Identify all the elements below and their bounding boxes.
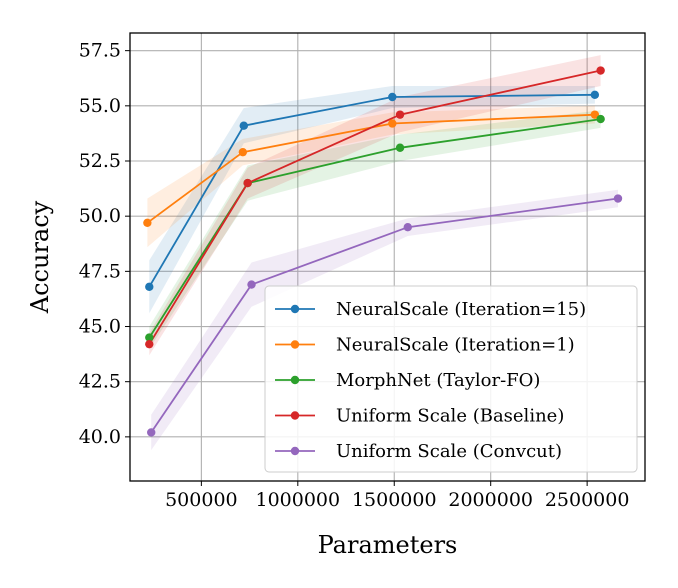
data-point	[590, 90, 600, 99]
legend-marker	[290, 340, 300, 349]
data-point	[590, 110, 600, 119]
data-point	[613, 194, 623, 203]
legend-box	[264, 285, 638, 473]
x-tick-label: 2500000	[545, 489, 630, 511]
data-point	[145, 282, 154, 291]
legend-label: NeuralScale (Iteration=1)	[336, 335, 575, 356]
data-point	[145, 333, 154, 342]
x-tick-label: 1500000	[352, 489, 437, 511]
legend-entry: MorphNet (Taylor-FO)	[275, 370, 540, 391]
series-line-3	[148, 69, 601, 345]
legend-entry: NeuralScale (Iteration=15)	[275, 299, 586, 320]
confidence-band-2	[149, 110, 601, 349]
legend-marker	[290, 411, 300, 420]
data-point	[596, 114, 605, 124]
data-point	[403, 223, 412, 232]
series-points	[143, 66, 623, 437]
axis-ticks: 500000 1000000 1500000 2000000 2500000 40.0 42…	[79, 40, 630, 511]
legend-label: NeuralScale (Iteration=15)	[336, 299, 586, 320]
legend-entry: NeuralScale (Iteration=1)	[275, 335, 575, 356]
data-point	[395, 143, 405, 152]
legend-marker	[290, 375, 300, 385]
series-lines	[146, 69, 619, 433]
data-point	[143, 218, 152, 227]
y-tick-label: 50.0	[79, 205, 121, 227]
data-point	[247, 280, 256, 289]
series-line-1	[146, 113, 595, 224]
data-point	[145, 339, 154, 349]
data-point	[243, 178, 252, 188]
legend-marker	[290, 304, 300, 314]
legend-entry: Uniform Scale (Baseline)	[275, 406, 564, 427]
data-point	[388, 92, 397, 102]
confidence-band-1	[147, 105, 595, 248]
legend-label: Uniform Scale (Convcut)	[336, 441, 562, 462]
x-tick-label: 500000	[165, 489, 238, 511]
series-line-4	[150, 197, 619, 433]
data-point	[239, 121, 249, 130]
y-tick-label: 55.0	[79, 95, 121, 117]
data-point	[238, 147, 248, 157]
legend-marker	[290, 446, 300, 456]
y-tick-label: 47.5	[79, 260, 121, 282]
x-tick-label: 1000000	[255, 489, 340, 511]
data-point	[147, 428, 156, 437]
legend-label: Uniform Scale (Baseline)	[336, 406, 564, 427]
plot-frame	[129, 32, 646, 482]
x-axis-title: Parameters	[318, 531, 458, 559]
series-line-0	[148, 93, 595, 288]
y-tick-label: 57.5	[79, 40, 121, 62]
x-tick-label: 2000000	[448, 489, 533, 511]
legend-entry: Uniform Scale (Convcut)	[275, 441, 562, 462]
legend-label: MorphNet (Taylor-FO)	[336, 370, 540, 391]
confidence-band-4	[151, 189, 618, 451]
y-tick-label: 40.0	[79, 426, 121, 448]
confidence-band-3	[149, 55, 601, 356]
y-axis-title: Accuracy	[26, 200, 54, 314]
data-point	[388, 119, 397, 128]
data-point	[596, 66, 605, 75]
y-tick-label: 52.5	[79, 150, 121, 172]
y-tick-label: 42.5	[79, 371, 121, 393]
data-point	[395, 110, 405, 119]
y-tick-label: 45.0	[79, 316, 121, 338]
series-line-2	[148, 118, 601, 339]
confidence-bands	[147, 55, 618, 451]
legend: NeuralScale (Iteration=15) NeuralScale (I…	[264, 285, 638, 473]
